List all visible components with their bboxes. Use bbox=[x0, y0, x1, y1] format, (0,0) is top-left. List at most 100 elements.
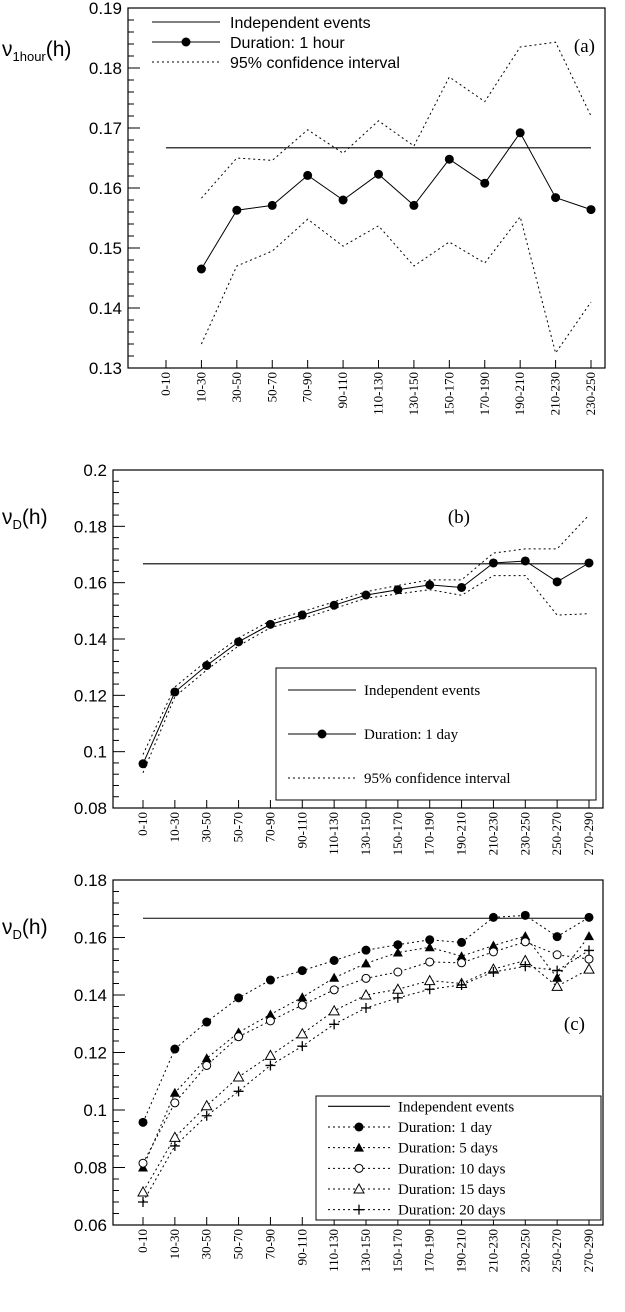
y-tick-label: 0.16 bbox=[89, 179, 122, 198]
x-tick-label: 50-70 bbox=[231, 1229, 246, 1259]
y-tick-label: 0.15 bbox=[89, 239, 122, 258]
y-axis-label-suffix: (h) bbox=[46, 38, 72, 61]
data-point-s0 bbox=[552, 932, 562, 942]
data-point-s4 bbox=[329, 1019, 340, 1030]
y-axis-label-suffix: (h) bbox=[22, 506, 48, 529]
y-tick-label: 0.17 bbox=[89, 119, 122, 138]
data-point-s0 bbox=[361, 945, 371, 955]
confidence-bound-lower bbox=[142, 575, 590, 773]
data-point-s1 bbox=[488, 940, 499, 950]
data-point-s0 bbox=[170, 687, 180, 697]
legend: Independent events Duration: 1 day Duratio… bbox=[315, 1095, 602, 1221]
data-point-s0 bbox=[393, 585, 403, 595]
x-tick-label: 0-10 bbox=[135, 812, 150, 836]
data-point-s2 bbox=[329, 985, 339, 995]
confidence-bound-lower bbox=[200, 215, 592, 355]
y-tick-label: 0.06 bbox=[74, 1216, 107, 1235]
y-tick-label: 0.1 bbox=[83, 1101, 107, 1120]
legend-entry: 95% confidence interval bbox=[364, 771, 511, 787]
data-point-s0 bbox=[170, 1044, 180, 1054]
data-point-s0 bbox=[202, 1017, 212, 1027]
legend-marker bbox=[317, 729, 327, 739]
data-point-s0 bbox=[329, 956, 339, 965]
x-tick-label: 70-90 bbox=[300, 372, 315, 402]
data-point-s0 bbox=[457, 937, 467, 947]
data-point-s0 bbox=[202, 660, 212, 670]
x-tick-label: 210-230 bbox=[485, 812, 500, 855]
data-point-s0 bbox=[374, 169, 383, 179]
data-point-s1 bbox=[520, 931, 531, 941]
x-tick-label: 230-250 bbox=[517, 812, 532, 855]
x-tick-label: 0-10 bbox=[158, 372, 173, 396]
data-point-s0 bbox=[265, 619, 275, 629]
data-point-s3 bbox=[264, 1049, 277, 1060]
data-point-s0 bbox=[425, 580, 435, 590]
y-tick-label: 0.18 bbox=[74, 871, 107, 890]
data-point-s4 bbox=[424, 984, 435, 995]
y-tick-label: 0.18 bbox=[89, 59, 122, 78]
data-point-s0 bbox=[138, 759, 148, 769]
legend-entry: Independent events bbox=[364, 683, 480, 699]
x-tick-label: 150-170 bbox=[441, 372, 456, 415]
y-tick-label: 0.14 bbox=[74, 986, 107, 1005]
data-point-s4 bbox=[361, 1002, 371, 1013]
x-tick-label: 110-130 bbox=[371, 372, 386, 415]
y-tick-label: 0.14 bbox=[74, 630, 107, 649]
data-point-s0 bbox=[338, 195, 348, 205]
x-tick-label: 110-130 bbox=[326, 812, 341, 855]
data-point-s0 bbox=[329, 600, 339, 610]
data-point-s1 bbox=[552, 972, 563, 982]
data-point-s3 bbox=[392, 983, 404, 994]
y-tick-label: 0.1 bbox=[83, 743, 107, 762]
data-point-s1 bbox=[392, 947, 403, 957]
data-point-s2 bbox=[138, 1158, 148, 1168]
data-point-s0 bbox=[480, 178, 490, 188]
x-tick-label: 50-70 bbox=[231, 812, 246, 842]
legend-marker bbox=[353, 1182, 365, 1194]
data-point-s2 bbox=[552, 950, 562, 960]
y-tick-label: 0.16 bbox=[74, 574, 107, 593]
data-point-s4 bbox=[488, 967, 499, 977]
y-axis-label: νD(h) bbox=[2, 506, 48, 532]
y-tick-label: 0.2 bbox=[83, 461, 107, 480]
legend-entry: Duration: 15 days bbox=[398, 1182, 506, 1198]
x-tick-label: 250-270 bbox=[549, 812, 564, 855]
legend-entry: 95% confidence interval bbox=[230, 55, 400, 72]
series-line-0 bbox=[142, 914, 590, 1123]
confidence-bound-upper bbox=[201, 41, 592, 199]
x-tick-label: 230-250 bbox=[517, 1229, 532, 1272]
data-point-s3 bbox=[169, 1131, 181, 1142]
data-point-s2 bbox=[202, 1060, 212, 1070]
data-point-s2 bbox=[457, 958, 467, 968]
x-tick-label: 90-110 bbox=[294, 812, 309, 848]
data-point-s4 bbox=[584, 945, 594, 956]
x-tick-label: 170-190 bbox=[477, 372, 492, 415]
x-tick-label: 90-110 bbox=[335, 372, 350, 408]
x-tick-label: 210-230 bbox=[548, 372, 563, 415]
data-point-s0 bbox=[234, 637, 244, 647]
data-point-s2 bbox=[234, 1032, 244, 1042]
legend: Independent events Duration: 1 hour 95% co… bbox=[152, 15, 400, 72]
data-point-s0 bbox=[488, 912, 498, 922]
chart-panel-2: 0.06 0.08 0.1 0.12 0.14 0.16 0.18 0-10 10-30 30-5… bbox=[2, 871, 604, 1272]
x-tick-label: 30-50 bbox=[199, 1229, 214, 1259]
y-axis-label-subscript: D bbox=[13, 517, 22, 532]
x-tick-label: 10-30 bbox=[167, 812, 182, 842]
data-point-s4 bbox=[456, 979, 467, 990]
data-point-s4 bbox=[297, 1041, 308, 1052]
data-point-s4 bbox=[233, 1086, 244, 1097]
data-point-s0 bbox=[444, 154, 454, 164]
x-tick-label: 130-150 bbox=[406, 372, 421, 415]
y-tick-label: 0.08 bbox=[74, 1159, 107, 1178]
data-point-s1 bbox=[424, 942, 435, 952]
legend-box bbox=[315, 1095, 602, 1221]
data-point-s0 bbox=[457, 582, 467, 592]
data-point-s3 bbox=[551, 980, 563, 991]
legend-marker bbox=[354, 1163, 364, 1173]
y-tick-label: 0.08 bbox=[74, 799, 107, 818]
x-tick-label: 230-250 bbox=[583, 372, 598, 415]
data-point-s0 bbox=[297, 966, 307, 976]
data-point-s2 bbox=[170, 1098, 180, 1108]
chart-panel-1: 0.08 0.1 0.12 0.14 0.16 0.18 0.2 0-10 10-30 30-50… bbox=[2, 461, 604, 855]
legend-marker bbox=[181, 37, 191, 47]
